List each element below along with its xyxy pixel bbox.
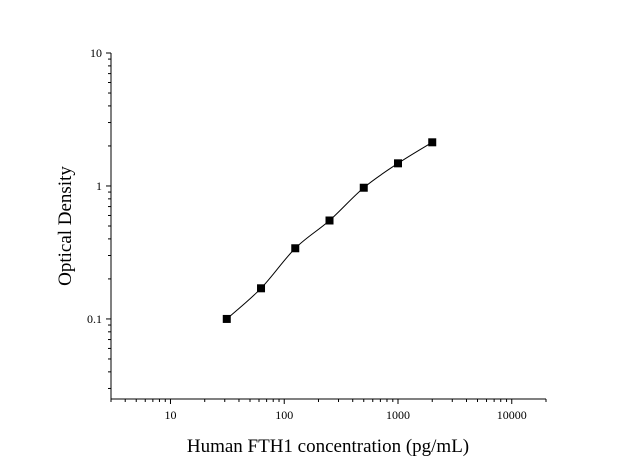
data-point bbox=[291, 244, 300, 253]
data-markers bbox=[222, 138, 437, 323]
y-tick-label: 1 bbox=[96, 179, 102, 193]
axes bbox=[110, 53, 546, 400]
fit-curve bbox=[226, 141, 433, 320]
y-axis-title: Optical Density bbox=[55, 166, 76, 286]
x-tick-label: 10000 bbox=[497, 408, 527, 422]
data-point bbox=[394, 159, 402, 168]
x-tick-label: 10 bbox=[164, 408, 176, 422]
data-point bbox=[257, 284, 266, 293]
data-point bbox=[428, 138, 437, 147]
y-tick-label: 10 bbox=[90, 46, 102, 60]
x-tick-label: 100 bbox=[275, 408, 293, 422]
data-point bbox=[359, 183, 368, 192]
x-tick-label: 1000 bbox=[386, 408, 410, 422]
x-axis-title: Human FTH1 concentration (pg/mL) bbox=[187, 436, 469, 457]
ticks bbox=[106, 52, 547, 404]
y-tick-label: 0.1 bbox=[87, 312, 102, 326]
data-point bbox=[325, 216, 334, 225]
tick-labels: 10 100 1000 10000 0.1 1 10 bbox=[87, 46, 527, 422]
data-point bbox=[222, 314, 231, 323]
